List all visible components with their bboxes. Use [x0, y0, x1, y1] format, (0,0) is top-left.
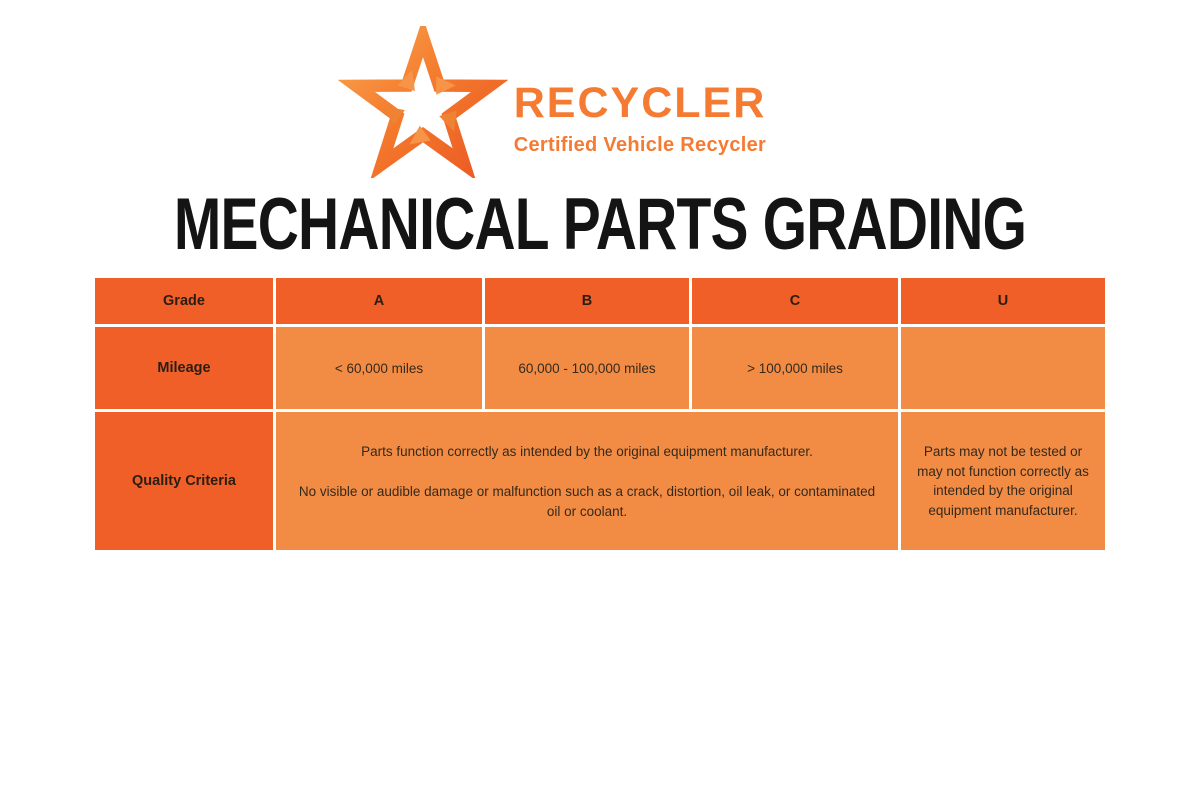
header-cell-grade-c: C — [692, 278, 898, 325]
quality-abc-paragraph-2: No visible or audible damage or malfunct… — [298, 484, 876, 519]
logo-text-block: RECYCLER Certified Vehicle Recycler — [514, 82, 767, 157]
mileage-grade-a-cell: < 60,000 miles — [276, 327, 482, 410]
mileage-grade-u-cell — [901, 327, 1105, 410]
mileage-grade-c-cell: > 100,000 miles — [692, 327, 898, 410]
header-cell-grade: Grade — [95, 278, 273, 325]
mileage-grade-b-cell: 60,000 - 100,000 miles — [485, 327, 689, 410]
table-header-row: Grade A B C U — [95, 278, 1105, 325]
quality-criteria-row: Quality Criteria Parts function correctl… — [95, 412, 1105, 551]
mileage-label-cell: Mileage — [95, 327, 273, 410]
brand-name: RECYCLER — [513, 79, 767, 127]
brand-tagline: Certified Vehicle Recycler — [513, 134, 767, 156]
recycler-logo: RECYCLER Certified Vehicle Recycler — [337, 26, 767, 178]
recycling-arrows-star-icon — [337, 26, 508, 178]
page-title: MECHANICAL PARTS GRADING — [173, 184, 1027, 265]
quality-grade-u-cell: Parts may not be tested or may not funct… — [901, 412, 1105, 551]
quality-abc-paragraph-1: Parts function correctly as intended by … — [361, 443, 813, 459]
grading-table: Grade A B C U Mileage < 60,000 miles 60,… — [92, 275, 1108, 553]
mileage-row: Mileage < 60,000 miles 60,000 - 100,000 … — [95, 327, 1105, 410]
header-cell-grade-u: U — [901, 278, 1105, 325]
quality-grades-abc-cell: Parts function correctly as intended by … — [276, 412, 898, 551]
header-cell-grade-b: B — [485, 278, 689, 325]
logo-header: RECYCLER Certified Vehicle Recycler — [0, 0, 1152, 178]
quality-label-cell: Quality Criteria — [95, 412, 273, 551]
header-cell-grade-a: A — [276, 278, 482, 325]
